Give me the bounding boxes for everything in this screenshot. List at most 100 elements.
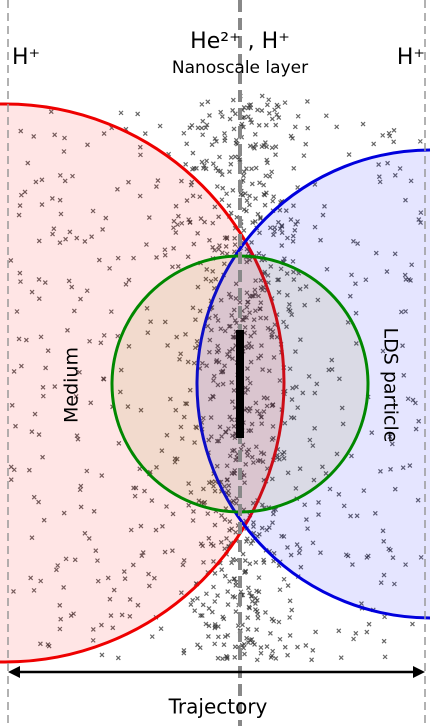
- scatter-point: [257, 576, 261, 580]
- scatter-point: [182, 648, 186, 652]
- scatter-point: [302, 154, 306, 158]
- scatter-point: [274, 656, 278, 660]
- scatter-point: [256, 616, 260, 620]
- scatter-point: [256, 108, 260, 112]
- scatter-point: [292, 166, 296, 170]
- scatter-point: [211, 162, 215, 166]
- scatter-point: [267, 98, 271, 102]
- scatter-point: [136, 112, 140, 116]
- scatter-point: [242, 228, 246, 232]
- scatter-point: [200, 160, 204, 164]
- scatter-point: [225, 192, 229, 196]
- scatter-point: [271, 199, 275, 203]
- scatter-point: [234, 558, 238, 562]
- particle-label: LDS particle: [380, 328, 402, 443]
- scatter-point: [212, 585, 216, 589]
- scatter-point: [119, 111, 123, 115]
- scatter-point: [206, 634, 210, 638]
- scatter-point: [100, 653, 104, 657]
- scatter-point: [216, 594, 220, 598]
- scatter-point: [234, 138, 238, 142]
- scatter-point: [248, 562, 252, 566]
- scatter-point: [158, 124, 162, 128]
- scatter-point: [231, 188, 235, 192]
- scatter-point: [195, 596, 199, 600]
- scatter-point: [288, 599, 292, 603]
- scatter-point: [193, 609, 197, 613]
- scatter-point: [213, 642, 217, 646]
- scatter-point: [288, 616, 292, 620]
- scatter-point: [227, 170, 231, 174]
- scatter-point: [234, 610, 238, 614]
- scatter-point: [234, 583, 238, 587]
- scatter-point: [231, 98, 235, 102]
- scatter-point: [354, 631, 358, 635]
- scatter-point: [254, 197, 258, 201]
- scatter-point: [258, 181, 262, 185]
- scatter-point: [220, 173, 224, 177]
- medium-label: Medium: [61, 347, 83, 423]
- scatter-point: [221, 657, 225, 661]
- scatter-point: [159, 627, 163, 631]
- scatter-point: [265, 645, 269, 649]
- scatter-point: [116, 656, 120, 660]
- scatter-point: [283, 101, 287, 105]
- scatter-point: [247, 203, 251, 207]
- scatter-point: [226, 590, 230, 594]
- scatter-point: [216, 656, 220, 660]
- scatter-point: [223, 136, 227, 140]
- scatter-point: [254, 560, 258, 564]
- scatter-point: [304, 643, 308, 647]
- scatter-point: [204, 592, 208, 596]
- scatter-point: [288, 633, 292, 637]
- scatter-point: [257, 123, 261, 127]
- arrow-head: [413, 666, 425, 678]
- scatter-point: [337, 629, 341, 633]
- scatter-point: [246, 616, 250, 620]
- scatter-point: [248, 194, 252, 198]
- scatter-point: [210, 610, 214, 614]
- scatter-point: [265, 103, 269, 107]
- scatter-point: [372, 142, 376, 146]
- scatter-point: [278, 588, 282, 592]
- scatter-point: [201, 603, 205, 607]
- scatter-point: [246, 627, 250, 631]
- scatter-point: [255, 658, 259, 662]
- scatter-point: [383, 655, 387, 659]
- scatter-point: [273, 108, 277, 112]
- scatter-point: [221, 186, 225, 190]
- scatter-point: [274, 123, 278, 127]
- scatter-point: [205, 159, 209, 163]
- scatter-point: [277, 620, 281, 624]
- scatter-point: [255, 628, 259, 632]
- scatter-point: [272, 619, 276, 623]
- scatter-point: [233, 655, 237, 659]
- scatter-point: [242, 652, 246, 656]
- scatter-point: [352, 637, 356, 641]
- scatter-point: [293, 125, 297, 129]
- scatter-point: [347, 153, 351, 157]
- scatter-point: [278, 637, 282, 641]
- scatter-point: [215, 184, 219, 188]
- scatter-point: [260, 109, 264, 113]
- scatter-point: [242, 174, 246, 178]
- scatter-point: [263, 610, 267, 614]
- scatter-point: [254, 142, 258, 146]
- scatter-point: [392, 128, 396, 132]
- scatter-point: [283, 645, 287, 649]
- scatter-point: [241, 552, 245, 556]
- scatter-point: [213, 600, 217, 604]
- scatter-point: [367, 622, 371, 626]
- scatter-point: [260, 94, 264, 98]
- scatter-point: [219, 110, 223, 114]
- scatter-point: [220, 115, 224, 119]
- scatter-point: [264, 174, 268, 178]
- scatter-point: [250, 167, 254, 171]
- scatter-point: [207, 113, 211, 117]
- scatter-point: [410, 622, 414, 626]
- scatter-point: [233, 155, 237, 159]
- center-ion-label: He²⁺ , H⁺: [190, 29, 290, 54]
- scatter-point: [214, 166, 218, 170]
- scatter-point: [201, 119, 205, 123]
- scatter-point: [282, 577, 286, 581]
